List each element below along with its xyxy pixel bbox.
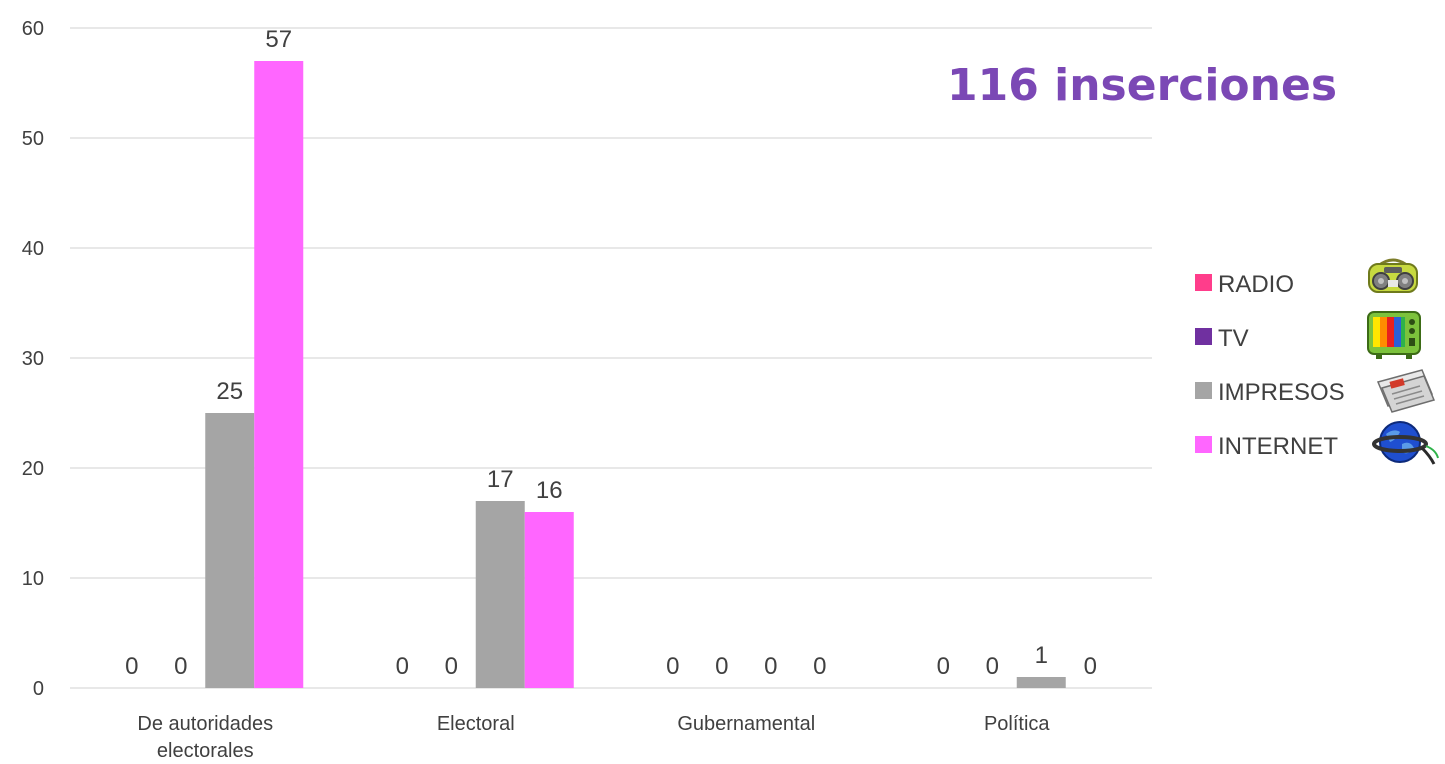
data-label: 0 [666,653,679,680]
x-axis-categories: De autoridades electorales Electoral Gubern… [137,713,1050,762]
y-tick-label: 50 [22,128,44,150]
y-tick-label: 60 [22,18,44,40]
bar-internet [254,61,304,688]
headline-total: 116 inserciones [947,60,1337,111]
x-category-label: Electoral [437,713,515,735]
data-label: 0 [937,653,950,680]
legend-label-impresos: IMPRESOS [1218,379,1345,406]
x-category-label: Política [984,713,1050,735]
data-label: 25 [216,378,243,405]
data-labels: 0 0 25 57 0 0 17 16 0 0 0 0 0 0 1 0 [125,26,1097,680]
y-tick-label: 40 [22,238,44,260]
data-label: 0 [125,653,138,680]
newspaper-icon [1376,369,1436,413]
data-label: 1 [1035,642,1048,669]
legend-swatch-tv [1195,328,1212,345]
bars [205,61,1066,688]
tv-icon [1367,311,1421,359]
data-label: 0 [174,653,187,680]
legend-swatch-impresos [1195,382,1212,399]
x-category-label: De autoridades [137,713,273,735]
legend-swatch-internet [1195,436,1212,453]
bar-impresos [205,413,255,688]
globe-icon [1372,421,1439,465]
data-label: 0 [813,653,826,680]
data-label: 0 [986,653,999,680]
data-label: 57 [265,26,292,53]
data-label: 0 [1084,653,1097,680]
x-category-label: electorales [157,740,254,762]
y-tick-label: 10 [22,568,44,590]
data-label: 0 [764,653,777,680]
bar-internet [524,512,574,688]
data-label: 0 [445,653,458,680]
x-category-label: Gubernamental [677,713,815,735]
y-tick-label: 20 [22,458,44,480]
data-label: 0 [396,653,409,680]
bar-impresos [1016,677,1066,688]
y-axis-ticks: 0 10 20 30 40 50 60 [22,18,44,700]
y-tick-label: 0 [33,678,44,700]
y-tick-label: 30 [22,348,44,370]
legend-label-radio: RADIO [1218,271,1294,298]
radio-icon [1368,258,1418,293]
legend-swatch-radio [1195,274,1212,291]
legend-label-tv: TV [1218,325,1249,352]
data-label: 0 [715,653,728,680]
data-label: 17 [487,466,514,493]
legend: RADIO TV IMPRESOS INTERNET [1195,271,1345,460]
legend-label-internet: INTERNET [1218,433,1338,460]
bar-impresos [475,501,525,688]
data-label: 16 [536,477,563,504]
